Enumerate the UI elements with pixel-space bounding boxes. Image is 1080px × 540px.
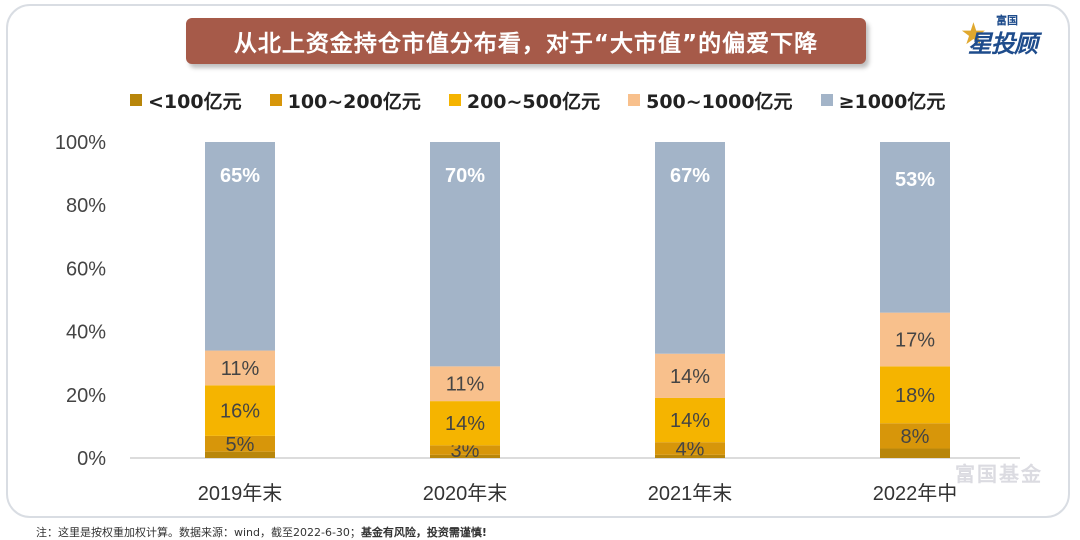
legend-label: 200~500亿元 [466,90,601,113]
bar-segment [880,142,950,313]
y-tick-label: 100% [55,132,106,154]
data-label: 11% [221,358,260,380]
bar-segment [880,448,950,458]
data-label: 4% [676,439,705,461]
bar-segment [655,397,725,443]
x-tick-label: 2019年末 [198,482,283,505]
bar-segment [430,445,500,455]
bar-segment [430,142,500,367]
data-label: 16% [220,401,260,423]
data-label: 53% [895,169,935,191]
bar-segment [655,442,725,455]
legend-swatch [130,94,142,106]
logo-small-text: 富国 [996,14,1018,27]
bar-segment [205,435,275,452]
legend-label: <100亿元 [148,90,242,113]
legend-label: 100~200亿元 [287,90,421,113]
legend-item-gte1000: ≥1000亿元 [820,87,946,114]
data-label: 14% [670,366,710,388]
x-tick-label: 2020年末 [423,482,508,505]
data-label: 70% [445,165,485,187]
data-label: 65% [220,165,260,187]
bar-segment [430,454,500,458]
x-tick-label: 2021年末 [648,482,733,505]
title-banner: 从北上资金持仓市值分布看，对于“大市值”的偏爱下降 [186,18,866,64]
legend-label: 500~1000亿元 [646,90,793,113]
chart-title: 从北上资金持仓市值分布看，对于“大市值”的偏爱下降 [233,31,819,57]
legend-swatch [269,94,282,106]
data-label: 18% [895,385,935,407]
y-tick-label: 20% [66,385,106,407]
watermark-text: 富国基金 [955,462,1043,486]
data-label: 8% [901,426,930,448]
y-tick-label: 60% [66,258,106,280]
legend-label: ≥1000亿元 [838,90,946,113]
data-label: 3% [451,440,480,462]
star-icon: ★ [960,17,987,52]
legend-item-500-1000: 500~1000亿元 [628,87,793,114]
bar-segment [880,312,950,367]
legend-swatch [448,94,461,106]
bar-segment [430,366,500,402]
footnote: 注：这里是按权重加权计算。数据来源：wind，截至2022-6-30；基金有风险… [36,524,487,540]
logo-big-text: 星投顾 [968,30,1038,58]
x-tick-label: 2022年中 [873,482,958,505]
data-label: 14% [445,413,485,435]
bar-segment [205,142,275,351]
footnote-source: 注：这里是按权重加权计算。数据来源：wind，截至2022-6-30； [36,526,361,539]
bar-segment [655,353,725,398]
legend-swatch [820,94,833,106]
legend: <100亿元 100~200亿元 200~500亿元 500~1000亿元 ≥1… [130,86,945,114]
data-label: 5% [226,434,255,456]
bar-segment [205,385,275,436]
bar-segment [205,451,275,458]
bar-segment [880,423,950,449]
data-label: 67% [670,165,710,187]
data-label: 17% [895,330,935,352]
legend-item-100-200: 100~200亿元 [269,87,421,114]
bar-segment [880,366,950,424]
legend-item-200-500: 200~500亿元 [448,87,601,114]
y-tick-label: 40% [66,322,106,344]
footnote-risk: 基金有风险，投资需谨慎! [360,526,487,539]
data-label: 11% [446,374,485,396]
legend-item-lt100: <100亿元 [130,87,242,114]
bar-segment [655,454,725,458]
bar-segment [655,142,725,354]
y-tick-label: 80% [66,195,106,217]
brand-logo: ★ 富国 星投顾 [960,8,1070,68]
legend-swatch [628,94,641,106]
y-tick-label: 0% [77,448,106,470]
bar-segment [205,350,275,386]
bar-segment [430,401,500,446]
data-label: 14% [670,410,710,432]
